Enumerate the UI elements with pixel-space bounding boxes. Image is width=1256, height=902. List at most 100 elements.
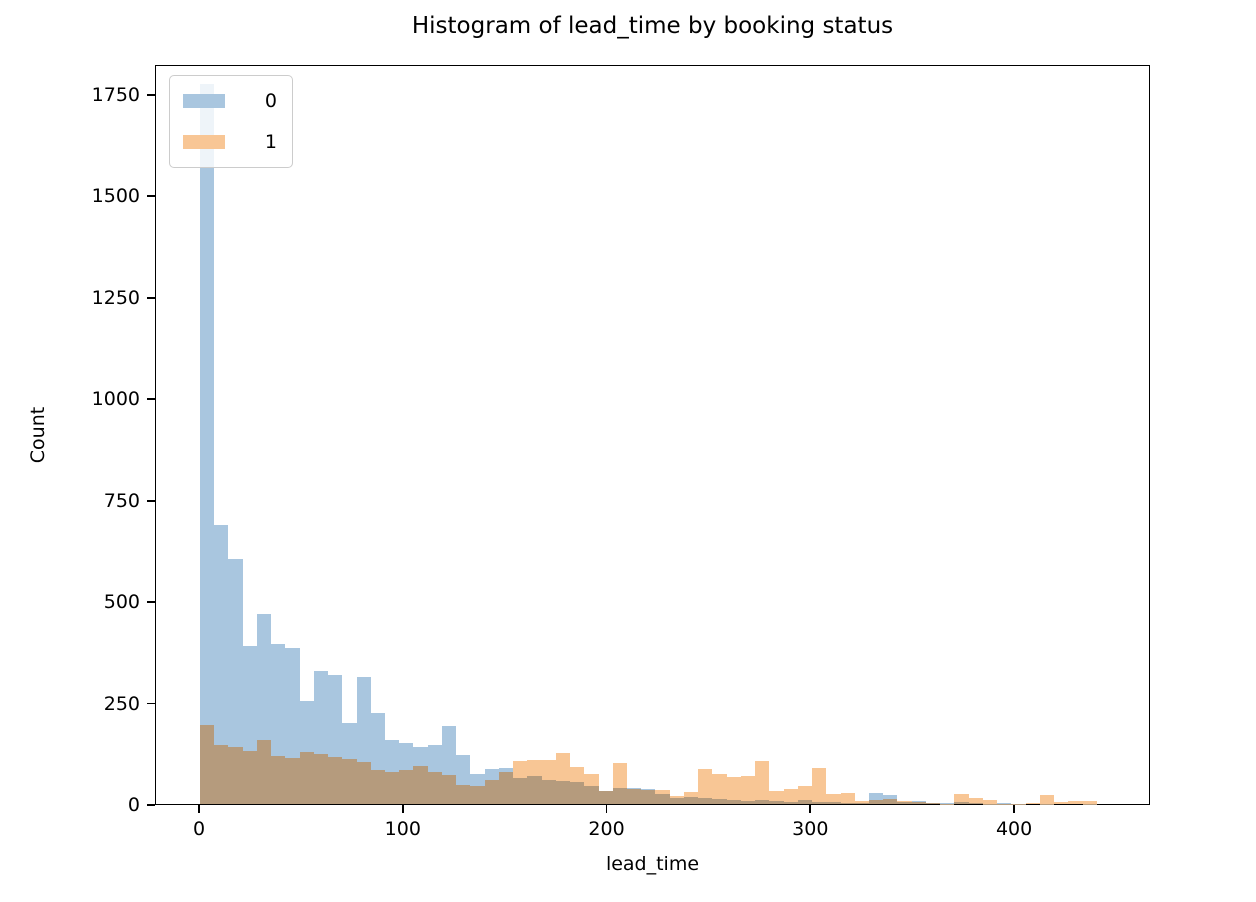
histogram-segment-series-1 xyxy=(1025,803,1040,804)
histogram-segment-series-1 xyxy=(655,789,670,794)
y-axis-label: Count xyxy=(27,406,49,464)
histogram-bar xyxy=(783,66,798,804)
histogram-bar xyxy=(641,66,656,804)
histogram-segment-series-0 xyxy=(399,742,414,770)
histogram-overlap-segment xyxy=(527,775,542,804)
histogram-bar xyxy=(1039,66,1055,804)
histogram-overlap-segment xyxy=(612,787,627,804)
y-tick-label: 500 xyxy=(103,591,140,614)
histogram-segment-series-1 xyxy=(1082,801,1097,804)
histogram-segment-series-1 xyxy=(954,793,969,802)
histogram-segment-series-1 xyxy=(797,785,813,800)
histogram-bar xyxy=(940,66,955,804)
histogram-overlap-segment xyxy=(669,797,684,804)
y-tick-mark xyxy=(147,702,155,705)
histogram-segment-series-1 xyxy=(812,767,827,802)
x-tick-label: 200 xyxy=(588,818,625,840)
y-tick-mark xyxy=(147,94,155,96)
x-axis-label: lead_time xyxy=(605,853,700,875)
histogram-bar xyxy=(826,66,841,804)
histogram-bar xyxy=(527,66,542,804)
histogram-overlap-segment xyxy=(598,791,613,804)
histogram-overlap-segment xyxy=(356,761,371,804)
histogram-bar xyxy=(740,66,756,804)
x-tick-mark xyxy=(401,805,404,813)
histogram-overlap-segment xyxy=(826,802,841,804)
histogram-segment-series-1 xyxy=(555,752,571,781)
histogram-bar xyxy=(328,66,343,804)
x-tick-mark xyxy=(1013,805,1015,813)
histogram-bar xyxy=(441,66,457,804)
x-tick-mark xyxy=(605,805,608,813)
histogram-overlap-segment xyxy=(897,802,912,804)
histogram-overlap-segment xyxy=(584,785,599,804)
histogram-bar xyxy=(968,66,983,804)
histogram-bar xyxy=(313,66,329,804)
histogram-bar xyxy=(698,66,713,804)
histogram-segment-series-0 xyxy=(911,800,926,802)
histogram-overlap-segment xyxy=(342,758,357,804)
histogram-bar xyxy=(854,66,869,804)
histogram-bar xyxy=(1068,66,1083,804)
histogram-bar xyxy=(570,66,585,804)
y-tick-label: 1500 xyxy=(91,185,140,208)
x-tick-mark xyxy=(809,805,812,813)
histogram-segment-series-0 xyxy=(384,740,400,773)
histogram-bar xyxy=(584,66,599,804)
histogram-overlap-segment xyxy=(498,771,514,804)
y-tick-mark xyxy=(147,804,155,806)
histogram-bar xyxy=(982,66,998,804)
histogram-bar xyxy=(812,66,827,804)
histogram-bar xyxy=(228,66,243,804)
histogram-bar xyxy=(925,66,941,804)
legend-label: 1 xyxy=(264,131,277,153)
histogram-segment-series-0 xyxy=(441,726,457,775)
histogram-segment-series-0 xyxy=(242,646,257,752)
x-tick-label: 400 xyxy=(995,818,1033,840)
histogram-bar xyxy=(199,66,215,804)
histogram-overlap-segment xyxy=(399,769,414,804)
histogram-overlap-segment xyxy=(456,784,471,804)
histogram-overlap-segment xyxy=(313,753,329,804)
histogram-segment-series-0 xyxy=(470,773,485,786)
histogram-bar xyxy=(427,66,442,804)
histogram-segment-series-0 xyxy=(626,787,642,790)
legend-item: 1 xyxy=(183,130,277,154)
y-tick-mark xyxy=(147,398,155,401)
histogram-overlap-segment xyxy=(712,799,727,804)
histogram-segment-series-0 xyxy=(256,613,272,741)
histogram-overlap-segment xyxy=(570,781,585,804)
histogram-segment-series-0 xyxy=(883,795,898,800)
y-tick-label: 250 xyxy=(103,692,140,715)
histogram-bar xyxy=(456,66,471,804)
histogram-segment-series-1 xyxy=(897,800,912,803)
histogram-segment-series-0 xyxy=(456,755,471,785)
histogram-bar xyxy=(612,66,627,804)
legend-label: 0 xyxy=(264,90,277,112)
histogram-bar xyxy=(655,66,670,804)
legend-item: 0 xyxy=(183,89,277,113)
histogram-segment-series-1 xyxy=(669,796,684,798)
chart-title: Histogram of lead_time by booking status xyxy=(411,13,894,39)
histogram-bar xyxy=(897,66,912,804)
histogram-overlap-segment xyxy=(285,758,300,804)
histogram-overlap-segment xyxy=(641,789,656,804)
histogram-segment-series-1 xyxy=(968,797,983,804)
histogram-segment-series-0 xyxy=(199,83,215,726)
y-tick-label: 750 xyxy=(103,489,140,512)
histogram-overlap-segment xyxy=(299,752,314,804)
histogram-bar xyxy=(342,66,357,804)
histogram-overlap-segment xyxy=(242,751,257,804)
histogram-overlap-segment xyxy=(427,771,442,804)
legend-swatch-1 xyxy=(183,135,225,149)
histogram-segment-series-1 xyxy=(769,790,784,801)
bars-layer xyxy=(156,66,1149,804)
histogram-bar xyxy=(413,66,428,804)
histogram-bar xyxy=(868,66,884,804)
histogram-overlap-segment xyxy=(783,801,798,804)
histogram-segment-series-0 xyxy=(641,788,656,790)
histogram-overlap-segment xyxy=(655,793,670,804)
histogram-bar xyxy=(356,66,371,804)
